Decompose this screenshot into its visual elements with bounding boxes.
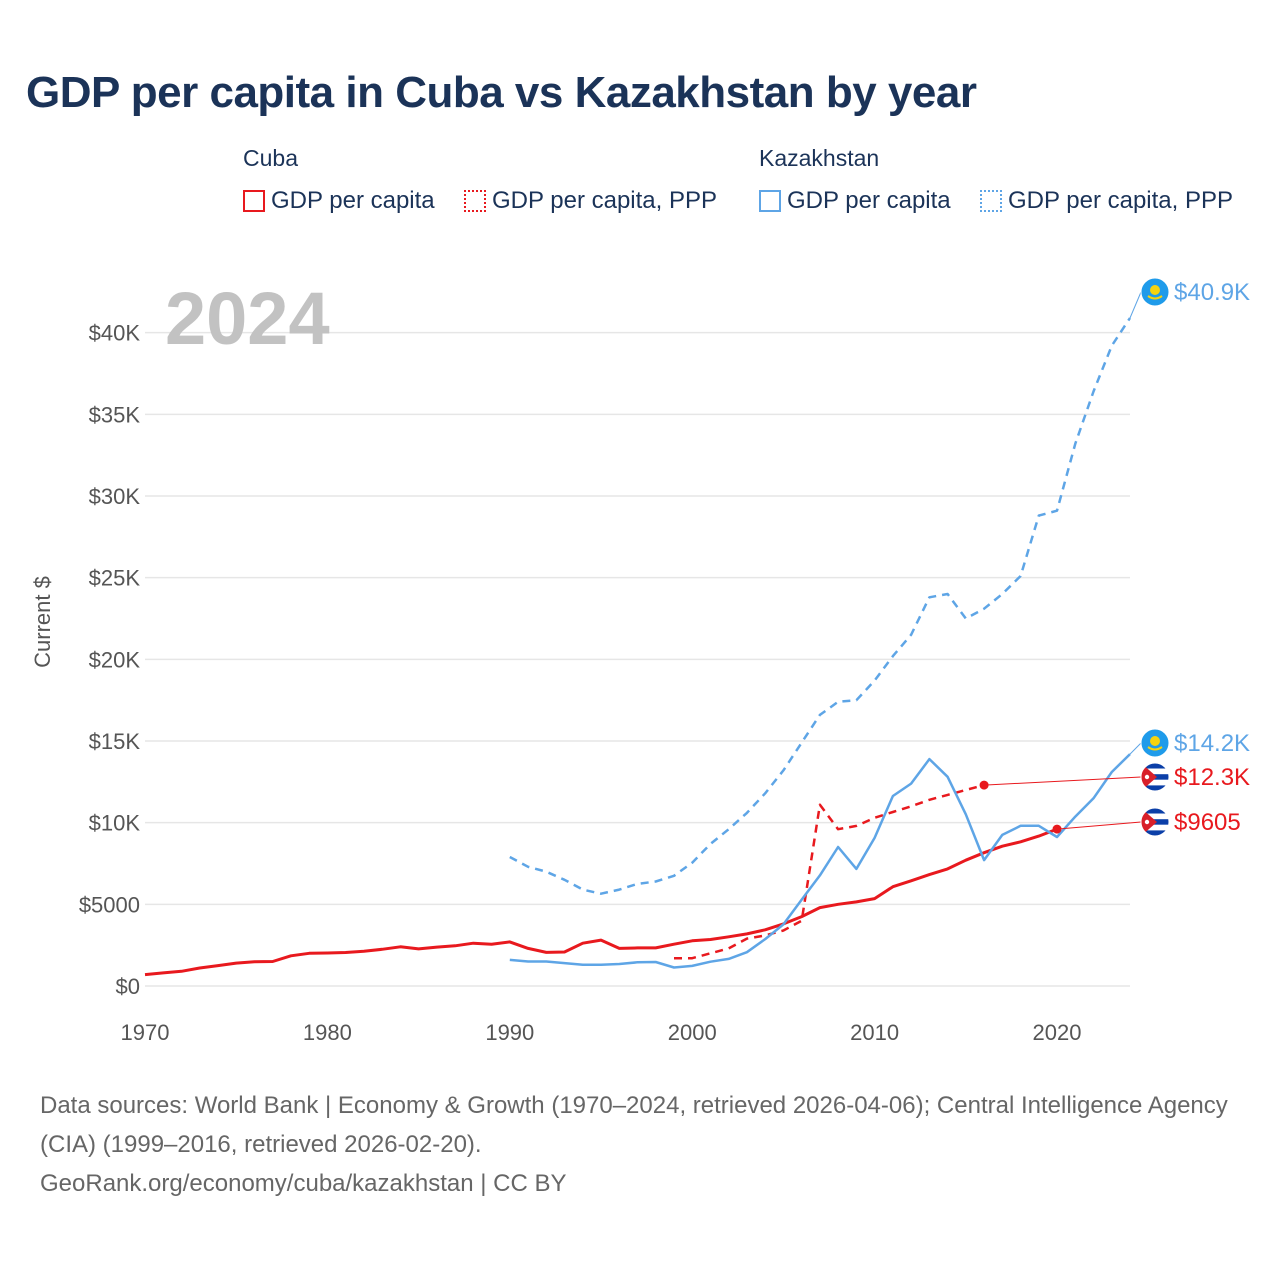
- series-end-label: $14.2K: [1174, 730, 1250, 757]
- cuba-flag-icon: [1140, 807, 1170, 837]
- x-tick-label: 2020: [1033, 1020, 1082, 1045]
- legend-group-kazakhstan: Kazakhstan: [759, 145, 880, 171]
- gridlines: [145, 331, 1130, 987]
- y-tick-label: $15K: [89, 729, 141, 754]
- legend-swatch-dotted-icon: [464, 190, 486, 212]
- y-axis-label: Current $: [30, 576, 55, 668]
- label-connector: [1056, 821, 1142, 830]
- legend-label: GDP per capita: [271, 187, 435, 214]
- cuba-flag-icon: [1140, 762, 1170, 792]
- x-tick-label: 1980: [303, 1020, 352, 1045]
- series: [144, 317, 1132, 977]
- legend-label: GDP per capita: [787, 187, 951, 214]
- legend-swatch-dotted-icon: [980, 190, 1002, 212]
- series-end-label: $40.9K: [1174, 279, 1250, 306]
- series-line-3: [509, 317, 1132, 895]
- y-tick-label: $35K: [89, 402, 141, 427]
- legend-item-cuba-gdp-ppp[interactable]: GDP per capita, PPP: [464, 186, 717, 216]
- y-tick-label: $10K: [89, 811, 141, 836]
- legend-item-kazakhstan-gdp-ppp[interactable]: GDP per capita, PPP: [980, 186, 1233, 216]
- y-tick-label: $0: [116, 974, 140, 999]
- label-connector: [1129, 291, 1142, 319]
- x-tick-label: 2000: [668, 1020, 717, 1045]
- legend-label: GDP per capita, PPP: [492, 187, 717, 214]
- y-tick-label: $25K: [89, 566, 141, 591]
- y-axis-ticks: $0 $5000 $10K $15K $20K $25K $30K $35K $40K: [79, 321, 141, 999]
- series-line-1: [674, 783, 985, 960]
- label-connector: [984, 776, 1142, 786]
- legend-item-kazakhstan-gdp[interactable]: GDP per capita: [759, 186, 951, 216]
- legend-item-cuba-gdp[interactable]: GDP per capita: [243, 186, 435, 216]
- x-tick-label: 2010: [850, 1020, 899, 1045]
- y-tick-label: $30K: [89, 484, 141, 509]
- x-tick-label: 1990: [485, 1020, 534, 1045]
- legend-label: GDP per capita, PPP: [1008, 187, 1233, 214]
- chart-title: GDP per capita in Cuba vs Kazakhstan by …: [26, 68, 977, 117]
- data-sources: Data sources: World Bank | Economy & Gro…: [40, 1092, 1228, 1158]
- footer: Data sources: World Bank | Economy & Gro…: [40, 1086, 1240, 1203]
- y-tick-label: $40K: [89, 321, 141, 346]
- series-end-marker: [979, 780, 989, 790]
- label-connector: [1129, 742, 1142, 755]
- y-tick-label: $5000: [79, 892, 140, 917]
- x-axis-ticks: 1970 1980 1990 2000 2010 2020: [121, 1020, 1082, 1045]
- credit-link[interactable]: GeoRank.org/economy/cuba/kazakhstan | CC…: [40, 1170, 567, 1197]
- kazakhstan-flag-icon: [1140, 728, 1170, 758]
- kazakhstan-flag-icon: [1140, 277, 1170, 307]
- x-tick-label: 1970: [121, 1020, 170, 1045]
- y-tick-label: $20K: [89, 647, 141, 672]
- series-line-0: [144, 827, 1058, 977]
- series-line-2: [509, 753, 1131, 969]
- year-watermark: 2024: [165, 277, 330, 360]
- legend-swatch-solid-icon: [759, 190, 781, 212]
- legend-group-cuba: Cuba: [243, 145, 298, 171]
- series-end-label: $9605: [1174, 809, 1241, 836]
- series-end-label: $12.3K: [1174, 764, 1250, 791]
- legend-swatch-solid-icon: [243, 190, 265, 212]
- end-labels: $9605 $12.3K $14.2K $40.9K: [979, 277, 1250, 837]
